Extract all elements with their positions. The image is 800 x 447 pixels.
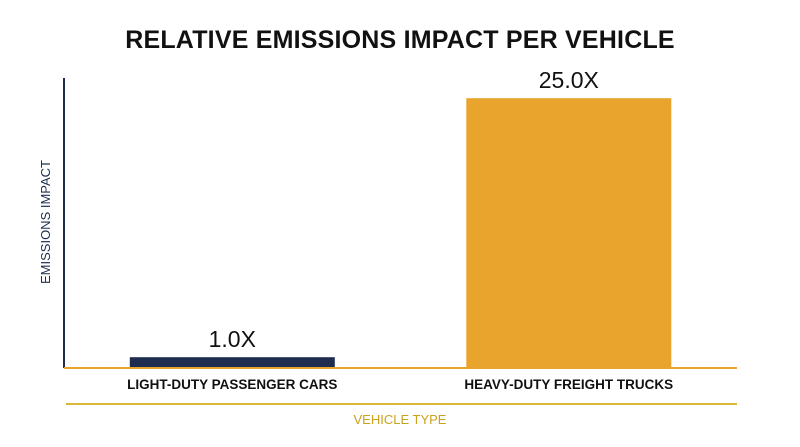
category-label-1: LIGHT-DUTY PASSENGER CARS <box>127 377 337 392</box>
bar-value-label-1: 1.0X <box>209 326 256 352</box>
bars-layer: 1.0X LIGHT-DUTY PASSENGER CARS 25.0X HEAVY-… <box>127 67 673 392</box>
y-axis-label: EMISSIONS IMPACT <box>38 160 53 284</box>
bar-value-label-2: 25.0X <box>539 67 599 93</box>
x-axis-label: VEHICLE TYPE <box>354 412 447 427</box>
chart-title: RELATIVE EMISSIONS IMPACT PER VEHICLE <box>125 26 675 54</box>
bar-2 <box>466 98 672 368</box>
bar-1 <box>129 357 335 368</box>
category-label-2: HEAVY-DUTY FREIGHT TRUCKS <box>464 377 673 392</box>
